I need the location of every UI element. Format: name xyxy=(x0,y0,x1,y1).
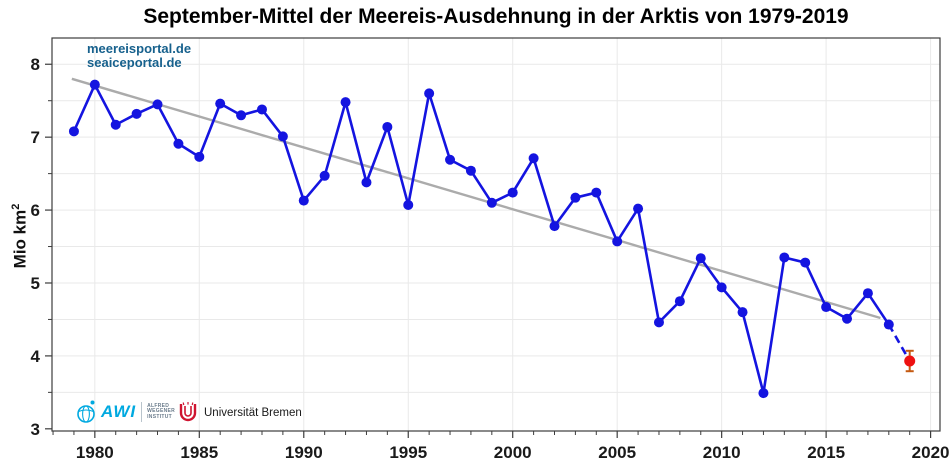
awi-logo-divider xyxy=(141,402,143,422)
data-point-marker xyxy=(633,203,644,214)
y-tick-label: 7 xyxy=(31,128,40,147)
data-point-marker xyxy=(256,104,267,115)
data-point-marker xyxy=(215,98,226,109)
dashed-connector xyxy=(887,323,911,362)
data-point-marker xyxy=(695,253,706,264)
data-point-marker xyxy=(653,317,664,328)
watermark-line2: seaiceportal.de xyxy=(87,55,182,70)
data-point-marker xyxy=(361,177,372,188)
data-point-marker xyxy=(319,170,330,181)
data-point-marker xyxy=(507,187,518,198)
trend-line xyxy=(71,77,881,320)
data-point-marker xyxy=(424,88,435,99)
awi-wordmark: AWI xyxy=(101,402,137,421)
data-point-marker xyxy=(612,236,623,247)
x-tick-label: 1990 xyxy=(285,443,323,462)
data-point-marker xyxy=(236,110,247,121)
x-tick-label: 2000 xyxy=(494,443,532,462)
awi-logo: AWI ALFRED WEGENER INSTITUT xyxy=(76,399,175,425)
data-point-marker xyxy=(591,187,602,198)
y-axis-label-superscript: 2 xyxy=(10,203,22,210)
x-tick-label: 2015 xyxy=(807,443,845,462)
data-point-marker xyxy=(89,79,100,90)
watermark: meereisportal.de seaiceportal.de xyxy=(87,42,191,70)
data-point-marker xyxy=(152,99,163,110)
data-point-marker xyxy=(131,108,142,119)
data-point-marker xyxy=(528,153,539,164)
y-axis-label-text: Mio km xyxy=(10,209,30,269)
preliminary-2019-marker xyxy=(904,355,916,367)
data-point-marker xyxy=(445,154,456,165)
data-point-marker xyxy=(883,319,894,330)
x-tick-label: 1985 xyxy=(180,443,218,462)
watermark-line1: meereisportal.de xyxy=(87,41,192,56)
bremen-label: Universität Bremen xyxy=(204,407,302,419)
data-point-marker xyxy=(277,131,288,142)
awi-text-line3: INSTITUT xyxy=(147,413,173,420)
y-tick-label: 5 xyxy=(31,274,40,293)
x-tick-label: 2020 xyxy=(912,443,950,462)
data-point-marker xyxy=(737,307,748,318)
awi-institute-text: ALFRED WEGENER INSTITUT xyxy=(147,402,176,421)
data-point-marker xyxy=(298,195,309,206)
data-point-marker xyxy=(674,296,685,307)
plot-border xyxy=(51,37,941,432)
data-point-marker xyxy=(862,288,873,299)
data-point-marker xyxy=(716,282,727,293)
y-tick-label: 6 xyxy=(31,201,40,220)
data-point-marker xyxy=(382,121,393,132)
data-point-marker xyxy=(68,126,79,137)
awi-text-line1: ALFRED xyxy=(147,402,170,409)
data-point-marker xyxy=(486,197,497,208)
x-tick-label: 1980 xyxy=(76,443,114,462)
sea-ice-extent-line xyxy=(72,83,890,395)
data-point-marker xyxy=(821,302,832,313)
data-point-marker xyxy=(570,192,581,203)
data-point-marker xyxy=(779,252,790,263)
data-point-marker xyxy=(465,165,476,176)
data-point-marker xyxy=(173,138,184,149)
data-point-marker xyxy=(340,97,351,108)
data-point-marker xyxy=(758,388,769,399)
awi-globe-icon xyxy=(77,400,95,423)
chart-title: September-Mittel der Meereis-Ausdehnung … xyxy=(143,5,849,28)
data-point-marker xyxy=(842,313,853,324)
y-tick-label: 8 xyxy=(31,55,40,74)
data-point-marker xyxy=(800,257,811,268)
y-tick-label: 3 xyxy=(31,420,40,439)
awi-text-line2: WEGENER xyxy=(147,408,176,415)
universitaet-bremen-logo: Universität Bremen xyxy=(176,401,302,425)
data-point-marker xyxy=(549,221,560,232)
data-point-marker xyxy=(110,119,121,130)
bremen-u-icon xyxy=(179,402,197,422)
x-tick-label: 2010 xyxy=(703,443,741,462)
y-axis-label: Mio km2 xyxy=(10,176,32,296)
data-point-marker xyxy=(194,151,205,162)
y-tick-label: 4 xyxy=(31,347,41,366)
x-tick-label: 1995 xyxy=(389,443,427,462)
x-tick-label: 2005 xyxy=(598,443,636,462)
data-point-marker xyxy=(403,199,414,210)
